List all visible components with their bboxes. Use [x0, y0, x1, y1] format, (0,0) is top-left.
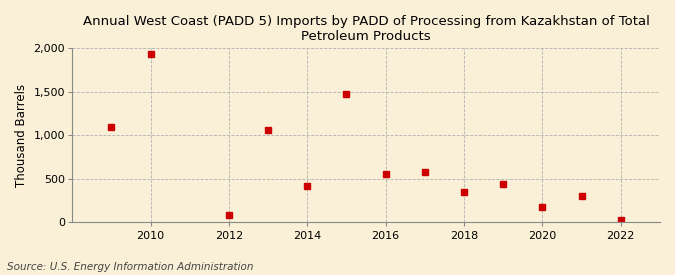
Text: Source: U.S. Energy Information Administration: Source: U.S. Energy Information Administ… [7, 262, 253, 272]
Title: Annual West Coast (PADD 5) Imports by PADD of Processing from Kazakhstan of Tota: Annual West Coast (PADD 5) Imports by PA… [82, 15, 649, 43]
Y-axis label: Thousand Barrels: Thousand Barrels [15, 84, 28, 187]
